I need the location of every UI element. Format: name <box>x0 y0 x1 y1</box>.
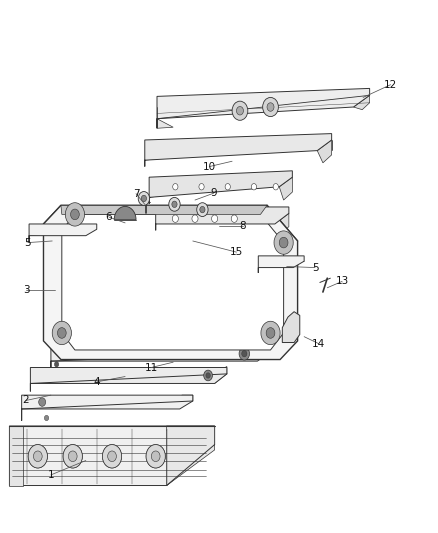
Text: 14: 14 <box>312 338 325 349</box>
Polygon shape <box>166 430 210 446</box>
Circle shape <box>172 215 178 222</box>
Polygon shape <box>43 205 297 360</box>
Circle shape <box>206 373 210 378</box>
Polygon shape <box>279 177 292 200</box>
Polygon shape <box>145 134 332 166</box>
Polygon shape <box>51 345 271 368</box>
Circle shape <box>44 415 49 421</box>
Circle shape <box>102 445 122 468</box>
Text: 6: 6 <box>106 212 112 222</box>
Circle shape <box>102 445 122 468</box>
Circle shape <box>251 183 257 190</box>
Text: 7: 7 <box>133 189 139 199</box>
Circle shape <box>63 445 82 468</box>
Circle shape <box>169 197 180 211</box>
Text: 15: 15 <box>230 247 243 257</box>
Polygon shape <box>155 207 289 230</box>
Circle shape <box>71 209 79 220</box>
Polygon shape <box>62 214 284 350</box>
Text: 12: 12 <box>384 80 397 90</box>
Polygon shape <box>215 367 227 383</box>
Circle shape <box>266 328 275 338</box>
Circle shape <box>146 445 165 468</box>
Text: 3: 3 <box>23 286 29 295</box>
Circle shape <box>263 98 279 117</box>
Circle shape <box>212 215 218 222</box>
Polygon shape <box>283 312 300 343</box>
Circle shape <box>52 321 71 345</box>
Circle shape <box>39 398 46 406</box>
Circle shape <box>108 451 117 462</box>
Polygon shape <box>166 426 215 486</box>
Polygon shape <box>353 95 370 110</box>
Circle shape <box>28 445 47 468</box>
Circle shape <box>192 215 198 222</box>
Circle shape <box>239 348 250 360</box>
Text: 4: 4 <box>93 377 100 387</box>
Circle shape <box>199 183 204 190</box>
Circle shape <box>232 101 248 120</box>
Text: 5: 5 <box>25 238 31 247</box>
Polygon shape <box>61 205 267 214</box>
Circle shape <box>138 191 150 205</box>
Polygon shape <box>10 426 22 486</box>
Polygon shape <box>10 426 215 486</box>
Text: 2: 2 <box>23 395 29 406</box>
Circle shape <box>204 370 212 381</box>
Circle shape <box>57 328 66 338</box>
Text: 13: 13 <box>336 277 349 286</box>
Polygon shape <box>258 256 304 273</box>
Polygon shape <box>149 171 292 204</box>
Circle shape <box>279 237 288 248</box>
Text: 9: 9 <box>210 188 217 198</box>
Text: 1: 1 <box>48 470 54 480</box>
Circle shape <box>141 195 147 201</box>
Circle shape <box>28 445 47 468</box>
Polygon shape <box>30 368 227 391</box>
Polygon shape <box>275 213 289 235</box>
Circle shape <box>54 362 59 367</box>
Circle shape <box>68 451 77 462</box>
Circle shape <box>267 103 274 111</box>
Circle shape <box>197 203 208 216</box>
Polygon shape <box>157 88 370 128</box>
Polygon shape <box>182 395 193 405</box>
Circle shape <box>231 215 237 222</box>
Polygon shape <box>114 206 136 220</box>
Circle shape <box>33 451 42 462</box>
Circle shape <box>146 445 165 468</box>
Circle shape <box>242 351 247 357</box>
Polygon shape <box>317 140 332 163</box>
Circle shape <box>261 321 280 345</box>
Circle shape <box>273 183 279 190</box>
Polygon shape <box>21 395 193 421</box>
Polygon shape <box>157 119 173 128</box>
Circle shape <box>274 231 293 254</box>
Circle shape <box>173 183 178 190</box>
Circle shape <box>200 206 205 213</box>
Text: 8: 8 <box>240 221 246 231</box>
Circle shape <box>65 203 85 226</box>
Circle shape <box>151 451 160 462</box>
Circle shape <box>225 183 230 190</box>
Text: 5: 5 <box>312 263 318 272</box>
Text: 10: 10 <box>203 161 216 172</box>
Circle shape <box>172 201 177 207</box>
Text: 11: 11 <box>145 362 158 373</box>
Polygon shape <box>29 224 97 243</box>
Circle shape <box>237 107 244 115</box>
Circle shape <box>63 445 82 468</box>
